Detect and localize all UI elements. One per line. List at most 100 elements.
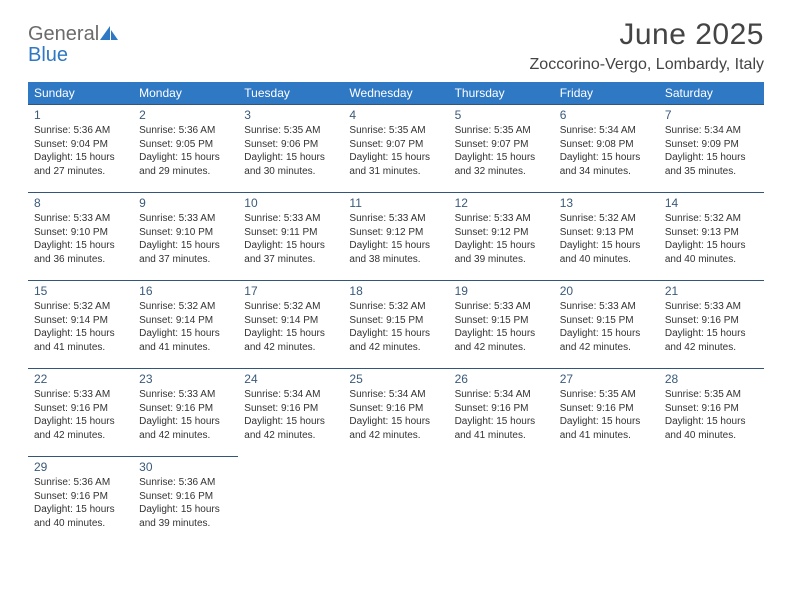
day-details: Sunrise: 5:33 AMSunset: 9:12 PMDaylight:… [349,212,442,266]
month-title: June 2025 [530,18,764,52]
weekday-header: Friday [554,82,659,104]
calendar-cell: 6 Sunrise: 5:34 AMSunset: 9:08 PMDaylight… [554,104,659,192]
calendar-cell: 24Sunrise: 5:34 AMSunset: 9:16 PMDayligh… [238,368,343,456]
day-details: Sunrise: 5:33 AMSunset: 9:15 PMDaylight:… [560,300,653,354]
day-number: 8 [34,196,127,210]
day-details: Sunrise: 5:33 AMSunset: 9:10 PMDaylight:… [139,212,232,266]
day-number: 30 [139,460,232,474]
calendar-cell: 4 Sunrise: 5:35 AMSunset: 9:07 PMDaylight… [343,104,448,192]
day-number: 19 [455,284,548,298]
day-number: 21 [665,284,758,298]
day-details: Sunrise: 5:32 AMSunset: 9:13 PMDaylight:… [665,212,758,266]
day-details: Sunrise: 5:35 AMSunset: 9:06 PMDaylight:… [244,124,337,178]
calendar-cell: 5 Sunrise: 5:35 AMSunset: 9:07 PMDaylight… [449,104,554,192]
day-details: Sunrise: 5:35 AMSunset: 9:16 PMDaylight:… [665,388,758,442]
calendar-cell: 17Sunrise: 5:32 AMSunset: 9:14 PMDayligh… [238,280,343,368]
calendar-cell [238,456,343,544]
calendar-cell: 20 Sunrise: 5:33 AMSunset: 9:15 PMDayligh… [554,280,659,368]
calendar-cell: 19 Sunrise: 5:33 AMSunset: 9:15 PMDayligh… [449,280,554,368]
weekday-header: Saturday [659,82,764,104]
calendar-cell: 26 Sunrise: 5:34 AMSunset: 9:16 PMDayligh… [449,368,554,456]
day-number: 20 [560,284,653,298]
day-details: Sunrise: 5:32 AMSunset: 9:15 PMDaylight:… [349,300,442,354]
calendar-cell [659,456,764,544]
day-number: 7 [665,108,758,122]
calendar-row: 1Sunrise: 5:36 AMSunset: 9:04 PMDaylight… [28,104,764,192]
day-details: Sunrise: 5:33 AMSunset: 9:15 PMDaylight:… [455,300,548,354]
day-details: Sunrise: 5:32 AMSunset: 9:14 PMDaylight:… [139,300,232,354]
day-details: Sunrise: 5:35 AMSunset: 9:07 PMDaylight:… [455,124,548,178]
day-number: 10 [244,196,337,210]
calendar-cell: 8Sunrise: 5:33 AMSunset: 9:10 PMDaylight… [28,192,133,280]
calendar-cell: 1Sunrise: 5:36 AMSunset: 9:04 PMDaylight… [28,104,133,192]
day-number: 12 [455,196,548,210]
calendar-cell: 23 Sunrise: 5:33 AMSunset: 9:16 PMDayligh… [133,368,238,456]
day-details: Sunrise: 5:34 AMSunset: 9:16 PMDaylight:… [349,388,442,442]
calendar-cell: 21 Sunrise: 5:33 AMSunset: 9:16 PMDayligh… [659,280,764,368]
day-number: 27 [560,372,653,386]
day-number: 4 [349,108,442,122]
day-number: 9 [139,196,232,210]
calendar-cell [449,456,554,544]
day-number: 23 [139,372,232,386]
day-details: Sunrise: 5:33 AMSunset: 9:12 PMDaylight:… [455,212,548,266]
day-number: 26 [455,372,548,386]
calendar-row: 15Sunrise: 5:32 AMSunset: 9:14 PMDayligh… [28,280,764,368]
calendar-header-row: Sunday Monday Tuesday Wednesday Thursday… [28,82,764,104]
calendar-cell: 29Sunrise: 5:36 AMSunset: 9:16 PMDayligh… [28,456,133,544]
day-details: Sunrise: 5:33 AMSunset: 9:16 PMDaylight:… [34,388,127,442]
calendar-cell: 3 Sunrise: 5:35 AMSunset: 9:06 PMDaylight… [238,104,343,192]
day-number: 13 [560,196,653,210]
day-details: Sunrise: 5:33 AMSunset: 9:11 PMDaylight:… [244,212,337,266]
location-subtitle: Zoccorino-Vergo, Lombardy, Italy [530,56,764,74]
calendar-cell: 10 Sunrise: 5:33 AMSunset: 9:11 PMDayligh… [238,192,343,280]
calendar-cell: 12 Sunrise: 5:33 AMSunset: 9:12 PMDayligh… [449,192,554,280]
calendar-cell: 25 Sunrise: 5:34 AMSunset: 9:16 PMDayligh… [343,368,448,456]
calendar-cell: 14 Sunrise: 5:32 AMSunset: 9:13 PMDayligh… [659,192,764,280]
calendar-row: 8 Sunrise: 5:33 AMSunset: 9:10 PMDaylight… [28,192,764,280]
day-number: 3 [244,108,337,122]
day-details: Sunrise: 5:35 AMSunset: 9:07 PMDaylight:… [349,124,442,178]
day-number: 5 [455,108,548,122]
calendar-cell: 13Sunrise: 5:32 AMSunset: 9:13 PMDayligh… [554,192,659,280]
calendar-cell: 22 Sunrise: 5:33 AMSunset: 9:16 PMDayligh… [28,368,133,456]
day-number: 29 [34,460,127,474]
weekday-header: Monday [133,82,238,104]
calendar-row: 29Sunrise: 5:36 AMSunset: 9:16 PMDayligh… [28,456,764,544]
brand-word2: Blue [28,44,68,66]
calendar-cell: 30Sunrise: 5:36 AMSunset: 9:16 PMDayligh… [133,456,238,544]
calendar-cell [343,456,448,544]
brand-word1: General [28,23,99,45]
calendar-cell: 15Sunrise: 5:32 AMSunset: 9:14 PMDayligh… [28,280,133,368]
day-details: Sunrise: 5:33 AMSunset: 9:16 PMDaylight:… [139,388,232,442]
brand-logo: General Blue [28,18,118,66]
day-number: 16 [139,284,232,298]
day-number: 28 [665,372,758,386]
day-number: 17 [244,284,337,298]
calendar-row: 22 Sunrise: 5:33 AMSunset: 9:16 PMDayligh… [28,368,764,456]
title-block: June 2025 Zoccorino-Vergo, Lombardy, Ita… [530,18,764,74]
day-number: 14 [665,196,758,210]
day-number: 18 [349,284,442,298]
day-details: Sunrise: 5:34 AMSunset: 9:16 PMDaylight:… [455,388,548,442]
calendar-cell: 27Sunrise: 5:35 AMSunset: 9:16 PMDayligh… [554,368,659,456]
day-details: Sunrise: 5:34 AMSunset: 9:09 PMDaylight:… [665,124,758,178]
calendar-cell: 18 Sunrise: 5:32 AMSunset: 9:15 PMDayligh… [343,280,448,368]
day-number: 6 [560,108,653,122]
calendar-cell: 16 Sunrise: 5:32 AMSunset: 9:14 PMDayligh… [133,280,238,368]
day-number: 22 [34,372,127,386]
weekday-header: Sunday [28,82,133,104]
day-details: Sunrise: 5:34 AMSunset: 9:16 PMDaylight:… [244,388,337,442]
day-details: Sunrise: 5:33 AMSunset: 9:16 PMDaylight:… [665,300,758,354]
day-details: Sunrise: 5:34 AMSunset: 9:08 PMDaylight:… [560,124,653,178]
day-number: 25 [349,372,442,386]
calendar-cell: 7 Sunrise: 5:34 AMSunset: 9:09 PMDaylight… [659,104,764,192]
day-number: 2 [139,108,232,122]
calendar-cell: 11Sunrise: 5:33 AMSunset: 9:12 PMDayligh… [343,192,448,280]
calendar-body: 1Sunrise: 5:36 AMSunset: 9:04 PMDaylight… [28,104,764,544]
day-details: Sunrise: 5:36 AMSunset: 9:05 PMDaylight:… [139,124,232,178]
calendar-cell [554,456,659,544]
page-header: General Blue June 2025 Zoccorino-Vergo, … [28,18,764,74]
brand-logo-text: General Blue [28,24,118,66]
calendar-page: General Blue June 2025 Zoccorino-Vergo, … [0,0,792,544]
